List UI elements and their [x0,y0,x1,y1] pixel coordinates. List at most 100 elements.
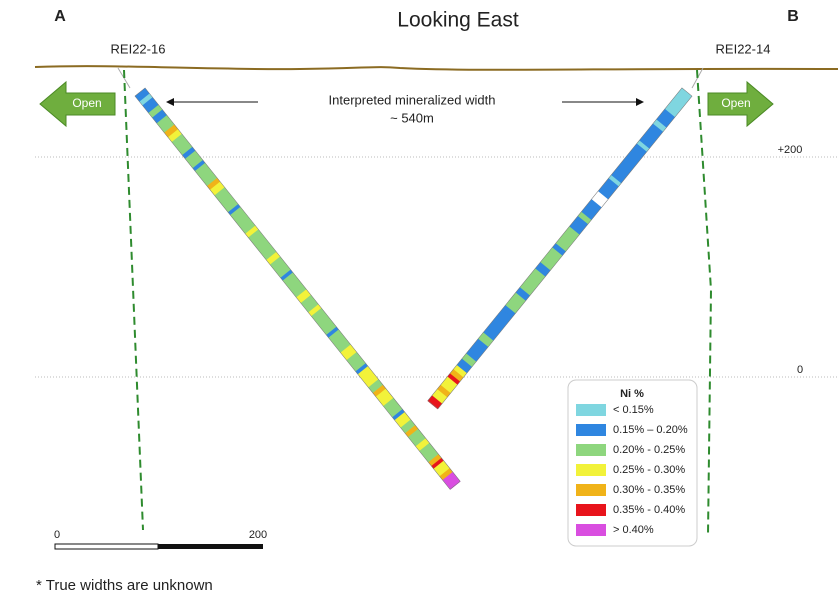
hole-interval [431,389,448,404]
hole-interval [152,109,168,124]
legend-swatch [576,404,606,416]
annotation: Interpreted mineralized width [329,92,496,107]
hole-interval [428,454,442,467]
hole-interval [608,175,622,187]
hole-interval [419,442,439,463]
hole-interval [148,104,163,118]
legend-swatch [576,524,606,536]
hole-interval [340,344,357,361]
legend-swatch [576,504,606,516]
hole-interval [392,409,405,421]
hole-interval [171,133,193,156]
hole-interval [142,97,159,114]
legend-label: > 0.40% [613,524,654,536]
legend-label: 0.15% – 0.20% [613,424,688,436]
hole-interval [580,199,602,221]
hole-interval [415,438,430,452]
hole-interval [461,353,477,368]
hole-interval [182,146,196,160]
legend-swatch [576,464,606,476]
hole-interval [394,411,411,428]
hole-interval [477,332,494,348]
hole-interval [357,366,379,388]
scale-bar [158,544,263,549]
hole-interval [206,177,221,191]
hole-interval [346,352,366,372]
open-arrow [707,80,774,128]
hole-interval [440,376,458,394]
hole-interval [405,425,419,438]
hole-interval [194,162,218,187]
hole-interval [540,247,563,271]
hole-interval [248,229,277,261]
legend-label: 0.20% - 0.25% [613,444,685,456]
hole-interval [431,457,445,470]
hole-interval [383,397,403,418]
drill-hole [427,87,693,410]
hole-interval [664,87,693,118]
hole-interval [577,211,592,225]
scale-bar [54,543,159,550]
open-label: Open [72,96,101,110]
hole-interval [296,289,312,304]
hole-outline [134,87,461,490]
open-label: Open [721,96,750,110]
hole-interval [400,419,416,434]
hole-interval [598,178,619,200]
hole-interval [439,468,454,481]
hole-interval [505,292,526,314]
hole-name: REI22-16 [111,41,166,56]
hole-interval [280,269,294,281]
corner-label: A [54,8,66,25]
hole-interval [372,384,387,398]
hole-interval [311,308,337,336]
hole-interval [308,304,322,317]
hole-interval [555,226,580,252]
legend-title: Ni % [620,388,644,400]
legend-label: 0.30% - 0.35% [613,484,685,496]
hole-interval [552,243,566,257]
collar-line [117,67,704,89]
hole-interval [214,187,239,213]
hole-interval [164,124,179,138]
ground-surface [34,65,838,71]
hole-interval [230,206,256,235]
legend-items: < 0.15% 0.15% – 0.20% 0.20% - 0.25% 0.25% -… [576,404,688,536]
hole-interval [134,87,150,103]
corner-label: B [787,8,799,25]
hole-interval [465,338,489,363]
hole-interval [534,262,551,277]
hole-interval [139,93,153,106]
legend-swatch [576,484,606,496]
hole-interval [638,123,664,149]
hole-interval [282,272,307,298]
hole-interval [326,326,339,339]
hole-interval [167,129,183,143]
hole-interval [610,143,647,184]
legend-label: 0.25% - 0.30% [613,464,685,476]
hole-interval [447,373,461,386]
hole-interval [449,369,464,382]
hole-interval [515,287,530,302]
hole-interval [436,384,451,398]
boundary [123,69,144,531]
elevation-label: 0 [797,364,803,376]
hole-interval [368,379,384,394]
hole-interval [456,358,472,374]
elevation-label: +200 [778,144,803,156]
hole-interval [453,364,467,378]
open-arrow [39,80,116,128]
legend-label: 0.35% - 0.40% [613,504,685,516]
hole-outline [427,87,693,410]
boundary [696,69,713,536]
annotation: ~ 540m [390,110,434,125]
title: Looking East [397,9,519,32]
hole-interval [245,225,259,238]
legend-swatch [576,424,606,436]
hole-interval [652,119,667,133]
hole-interval [501,305,516,318]
hole-interval [427,395,443,410]
hole-interval [519,268,546,296]
hole-interval [192,160,206,172]
